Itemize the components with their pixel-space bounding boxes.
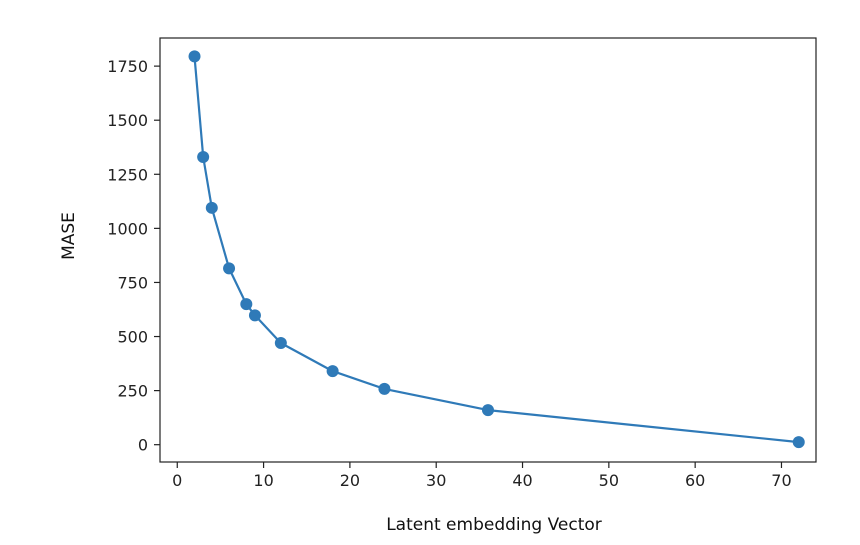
x-tick-label: 40 [512, 471, 532, 490]
x-tick-label: 0 [172, 471, 182, 490]
y-tick-label: 0 [138, 436, 148, 455]
x-tick-label: 50 [599, 471, 619, 490]
series-line [193, 56, 799, 444]
x-tick-label: 60 [685, 471, 705, 490]
plot-area: 0 10 20 30 40 50 60 70 0 250 500 750 1000 1250 1500 175… [107, 37, 817, 490]
data-point [223, 262, 236, 275]
data-point [188, 50, 201, 63]
y-tick-label: 1000 [107, 219, 148, 238]
y-tick-label: 250 [117, 382, 148, 401]
y-tick-label: 1250 [107, 165, 148, 184]
data-point [197, 150, 210, 163]
x-tick-label: 30 [426, 471, 446, 490]
y-tick-label: 750 [117, 273, 148, 292]
x-tick-label: 70 [771, 471, 791, 490]
data-point [482, 404, 494, 417]
data-point [248, 309, 261, 322]
y-tick-label: 500 [117, 328, 148, 347]
data-point [274, 337, 287, 350]
y-tick-label: 1500 [107, 111, 148, 130]
y-tick-label: 1750 [107, 57, 148, 76]
data-point [326, 365, 339, 378]
x-axis-label: Latent embedding Vector [386, 515, 602, 535]
y-axis-label: MASE [59, 212, 79, 260]
x-tick-label: 20 [340, 471, 360, 490]
data-point [792, 436, 805, 449]
data-point [240, 298, 253, 311]
plot-frame [159, 37, 817, 463]
x-tick-label: 10 [253, 471, 273, 490]
data-point [205, 201, 218, 214]
data-point [378, 382, 391, 395]
